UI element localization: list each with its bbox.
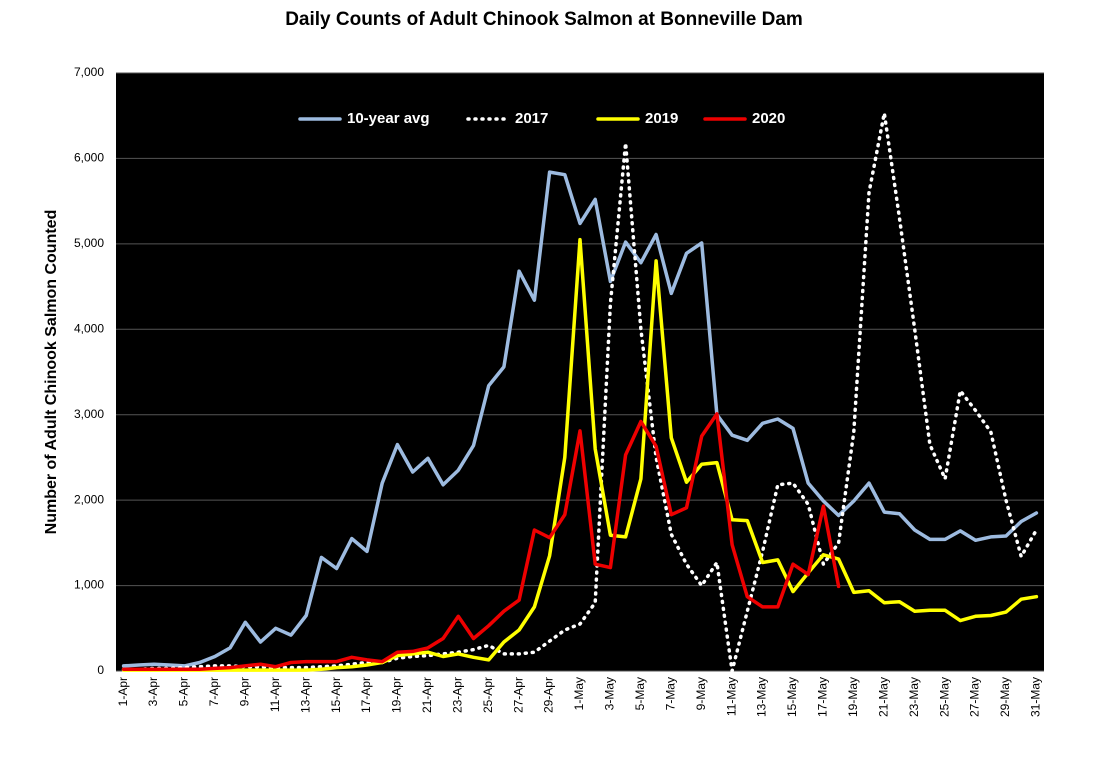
series-line xyxy=(121,170,1039,668)
series-line xyxy=(121,111,1039,673)
x-tick-label: 1-Apr xyxy=(116,677,130,706)
y-tick-label: 1,000 xyxy=(74,578,104,592)
x-tick-label: 15-May xyxy=(785,677,799,717)
legend-label: 2019 xyxy=(645,110,678,127)
x-tick-label: 1-May xyxy=(572,677,586,710)
x-tick-label: 19-May xyxy=(846,677,860,717)
x-tick-label: 13-Apr xyxy=(298,677,312,713)
y-tick-label: 3,000 xyxy=(74,407,104,421)
x-tick-label: 7-May xyxy=(663,677,677,710)
x-tick-label: 19-Apr xyxy=(390,677,404,713)
legend-label: 2017 xyxy=(515,110,548,127)
legend-label: 10-year avg xyxy=(347,110,430,127)
x-tick-label: 11-Apr xyxy=(268,677,282,712)
chart-title: Daily Counts of Adult Chinook Salmon at … xyxy=(285,9,803,30)
x-tick-label: 9-May xyxy=(694,677,708,710)
x-tick-label: 13-May xyxy=(755,677,769,717)
x-tick-label: 3-May xyxy=(603,677,617,710)
legend-label: 2020 xyxy=(752,110,785,127)
y-tick-label: 5,000 xyxy=(74,236,104,250)
x-tick-label: 27-May xyxy=(968,677,982,717)
plot-area xyxy=(116,73,1044,671)
x-tick-label: 15-Apr xyxy=(329,677,343,713)
x-tick-label: 17-May xyxy=(816,677,830,717)
series-line xyxy=(121,237,1039,672)
x-tick-label: 25-Apr xyxy=(481,677,495,713)
y-tick-label: 0 xyxy=(97,663,104,677)
x-tick-label: 23-May xyxy=(907,677,921,717)
x-tick-label: 23-Apr xyxy=(450,677,464,713)
x-tick-label: 5-May xyxy=(633,677,647,710)
x-tick-label: 17-Apr xyxy=(359,677,373,713)
x-tick-label: 29-Apr xyxy=(542,677,556,713)
x-tick-label: 21-Apr xyxy=(420,677,434,713)
x-tick-label: 7-Apr xyxy=(207,677,221,706)
x-tick-label: 27-Apr xyxy=(511,677,525,713)
y-tick-label: 4,000 xyxy=(74,321,104,335)
y-axis-label: Number of Adult Chinook Salmon Counted xyxy=(43,210,60,535)
y-tick-label: 2,000 xyxy=(74,492,104,506)
y-tick-label: 7,000 xyxy=(74,65,104,79)
x-tick-label: 21-May xyxy=(876,677,890,717)
x-tick-label: 5-Apr xyxy=(177,677,191,706)
x-tick-label: 29-May xyxy=(998,677,1012,717)
x-tick-label: 11-May xyxy=(724,677,738,716)
x-tick-label: 3-Apr xyxy=(146,677,160,706)
series-line xyxy=(121,412,841,672)
x-tick-label: 25-May xyxy=(937,677,951,717)
x-tick-label: 9-Apr xyxy=(237,677,251,706)
y-tick-label: 6,000 xyxy=(74,151,104,165)
x-tick-label: 31-May xyxy=(1029,677,1043,717)
